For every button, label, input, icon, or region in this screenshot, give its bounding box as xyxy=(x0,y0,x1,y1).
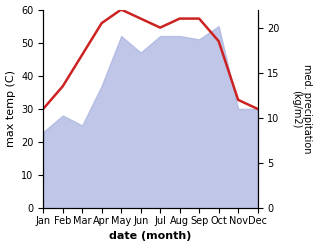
Y-axis label: max temp (C): max temp (C) xyxy=(5,70,16,147)
Y-axis label: med. precipitation
(kg/m2): med. precipitation (kg/m2) xyxy=(291,64,313,154)
X-axis label: date (month): date (month) xyxy=(109,231,192,242)
